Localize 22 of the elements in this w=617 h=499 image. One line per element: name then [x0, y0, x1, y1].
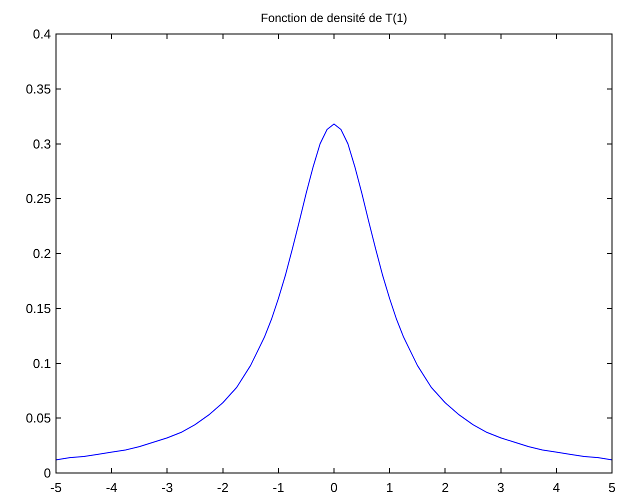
- x-tick-label: 1: [386, 480, 394, 495]
- y-tick-label: 0.2: [32, 246, 51, 262]
- y-tick-label: 0.1: [32, 356, 51, 371]
- x-tick-label: 3: [497, 480, 504, 495]
- x-tick-label: -4: [106, 480, 118, 495]
- x-tick-label: 4: [552, 480, 560, 495]
- x-tick-label: -1: [272, 480, 284, 495]
- y-tick-label: 0.05: [26, 410, 51, 426]
- y-tick-label: 0.3: [32, 136, 51, 152]
- chart-title: Fonction de densité de T(1): [260, 11, 408, 25]
- x-tick-label: 5: [608, 480, 616, 495]
- x-tick-label: -5: [50, 480, 62, 495]
- x-tick-label: 0: [330, 480, 338, 495]
- x-tick-label: -2: [217, 480, 229, 495]
- y-tick-label: 0.35: [26, 81, 51, 96]
- y-tick-label: 0.4: [32, 26, 51, 42]
- y-tick-label: 0: [44, 466, 51, 481]
- y-tick-label: 0.25: [26, 191, 51, 206]
- line-series: [56, 123, 612, 460]
- x-tick-label: -3: [161, 480, 173, 495]
- y-tick-label: 0.15: [26, 300, 51, 316]
- x-tick-label: 2: [442, 480, 449, 495]
